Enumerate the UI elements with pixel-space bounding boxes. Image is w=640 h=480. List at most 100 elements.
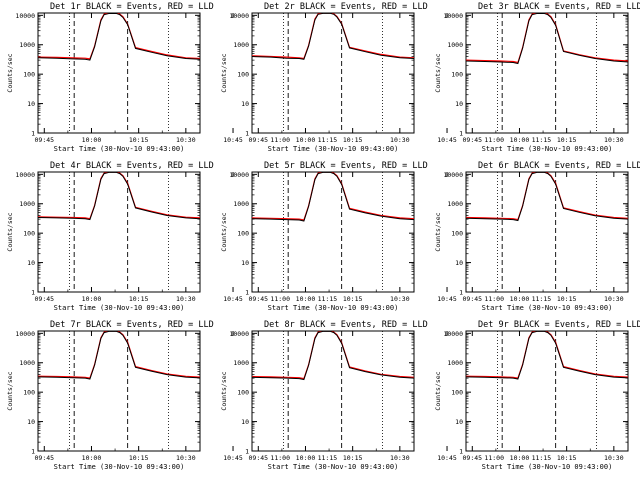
x-tick-label: 10:45	[437, 295, 457, 303]
y-tick-label: 10	[241, 418, 249, 426]
events-series-line	[252, 172, 414, 222]
chart-panel-6: Det 6r BLACK = Events, RED = LLD 1 10 100 10…	[434, 161, 640, 312]
x-tick-label: 10:30	[390, 295, 410, 303]
x-tick-label: 10:45	[223, 454, 243, 462]
x-tick-label: 09:45	[249, 295, 269, 303]
x-tick-label: 10:45	[223, 295, 243, 303]
y-tick-label: 1	[459, 130, 463, 138]
x-tick-label: 11:00	[270, 136, 290, 144]
chart-panel-7: Det 7r BLACK = Events, RED = LLD 1 10 100 10…	[6, 320, 337, 471]
chart-panel-8: Det 8r BLACK = Events, RED = LLD 1 10 100 10…	[220, 320, 551, 471]
y-tick-label: 10	[455, 259, 463, 267]
x-axis-label: Start Time (30-Nov-10 09:43:00)	[482, 145, 613, 153]
chart-title: Det 7r BLACK = Events, RED = LLD	[50, 320, 214, 330]
y-tick-label: 10	[27, 418, 35, 426]
plot-frame	[465, 171, 629, 293]
y-tick-label: 10000	[229, 12, 249, 20]
x-tick-label: 11:15	[318, 454, 338, 462]
y-tick-label: 10	[241, 259, 249, 267]
y-tick-label: 1000	[19, 41, 35, 49]
y-tick-label: 1	[31, 289, 35, 297]
x-tick-label: 09:45	[463, 454, 483, 462]
y-tick-label: 1	[31, 130, 35, 138]
x-tick-label: 09:45	[249, 136, 269, 144]
chart-title: Det 5r BLACK = Events, RED = LLD	[264, 161, 428, 171]
x-tick-label: 10:15	[343, 136, 363, 144]
events-series-line	[38, 331, 200, 380]
y-tick-label: 10000	[229, 171, 249, 179]
x-tick-label: 10:30	[176, 136, 196, 144]
plot-frame	[251, 12, 415, 134]
events-series-line	[252, 331, 414, 381]
x-tick-label: 10:30	[604, 454, 624, 462]
x-tick-label: 10:00	[510, 454, 530, 462]
y-tick-label: 100	[23, 230, 35, 238]
plot-frame	[37, 171, 201, 293]
y-tick-label: 10	[455, 418, 463, 426]
x-tick-label: 10:30	[604, 295, 624, 303]
lld-series-line	[38, 13, 200, 60]
chart-title: Det 4r BLACK = Events, RED = LLD	[50, 161, 214, 171]
plot-frame	[465, 330, 629, 452]
lld-series-line	[38, 331, 200, 379]
x-axis-label: Start Time (30-Nov-10 09:43:00)	[54, 463, 185, 471]
y-tick-label: 100	[23, 71, 35, 79]
events-series-line	[38, 172, 200, 221]
y-tick-label: 10000	[15, 330, 35, 338]
x-tick-label: 10:00	[82, 454, 102, 462]
y-tick-label: 100	[237, 71, 249, 79]
y-axis-label: Counts/sec	[434, 371, 442, 410]
x-tick-label: 09:45	[35, 295, 55, 303]
y-tick-label: 100	[237, 389, 249, 397]
y-axis-label: Counts/sec	[6, 53, 14, 92]
x-tick-label: 10:30	[390, 454, 410, 462]
x-tick-label: 10:45	[223, 136, 243, 144]
x-axis-label: Start Time (30-Nov-10 09:43:00)	[482, 304, 613, 312]
x-axis-label: Start Time (30-Nov-10 09:43:00)	[482, 463, 613, 471]
x-tick-label: 10:00	[82, 295, 102, 303]
x-tick-label: 10:45	[437, 136, 457, 144]
chart-title: Det 1r BLACK = Events, RED = LLD	[50, 2, 214, 12]
y-tick-label: 10	[455, 100, 463, 108]
y-tick-label: 1	[459, 448, 463, 456]
y-tick-label: 100	[23, 389, 35, 397]
x-tick-label: 10:15	[343, 454, 363, 462]
y-tick-label: 10	[241, 100, 249, 108]
events-series-line	[38, 13, 200, 61]
chart-panel-2: Det 2r BLACK = Events, RED = LLD11010010…	[220, 2, 551, 153]
y-axis-label: Counts/sec	[220, 53, 228, 92]
y-axis-label: Counts/sec	[434, 53, 442, 92]
events-series-line	[252, 13, 414, 60]
x-tick-label: 10:00	[296, 136, 316, 144]
y-tick-label: 1	[31, 448, 35, 456]
y-tick-label: 10000	[443, 330, 463, 338]
x-tick-label: 10:00	[510, 295, 530, 303]
lld-series-line	[252, 13, 414, 60]
x-tick-label: 09:45	[463, 295, 483, 303]
y-tick-label: 1	[459, 289, 463, 297]
y-tick-label: 1	[245, 130, 249, 138]
x-tick-label: 10:00	[510, 136, 530, 144]
x-tick-label: 10:15	[129, 136, 149, 144]
x-tick-label: 09:45	[35, 454, 55, 462]
y-tick-label: 1000	[447, 200, 463, 208]
chart-panel-1: Det 1r BLACK = Events, RED = LLD11010010…	[6, 2, 337, 153]
x-tick-label: 10:30	[604, 136, 624, 144]
x-tick-label: 11:15	[532, 454, 552, 462]
x-tick-label: 10:15	[557, 136, 577, 144]
lld-series-line	[38, 172, 200, 220]
y-tick-label: 1000	[447, 359, 463, 367]
lld-series-line	[466, 13, 628, 64]
x-tick-label: 11:15	[318, 136, 338, 144]
events-series-line	[466, 331, 628, 380]
x-axis-label: Start Time (30-Nov-10 09:43:00)	[268, 463, 399, 471]
y-tick-label: 10	[27, 259, 35, 267]
chart-title: Det 8r BLACK = Events, RED = LLD	[264, 320, 428, 330]
y-tick-label: 10	[27, 100, 35, 108]
x-tick-label: 10:15	[557, 454, 577, 462]
y-tick-label: 10000	[15, 171, 35, 179]
x-tick-label: 10:00	[296, 295, 316, 303]
x-tick-label: 10:00	[296, 454, 316, 462]
x-axis-label: Start Time (30-Nov-10 09:43:00)	[268, 304, 399, 312]
x-tick-label: 11:00	[484, 295, 504, 303]
